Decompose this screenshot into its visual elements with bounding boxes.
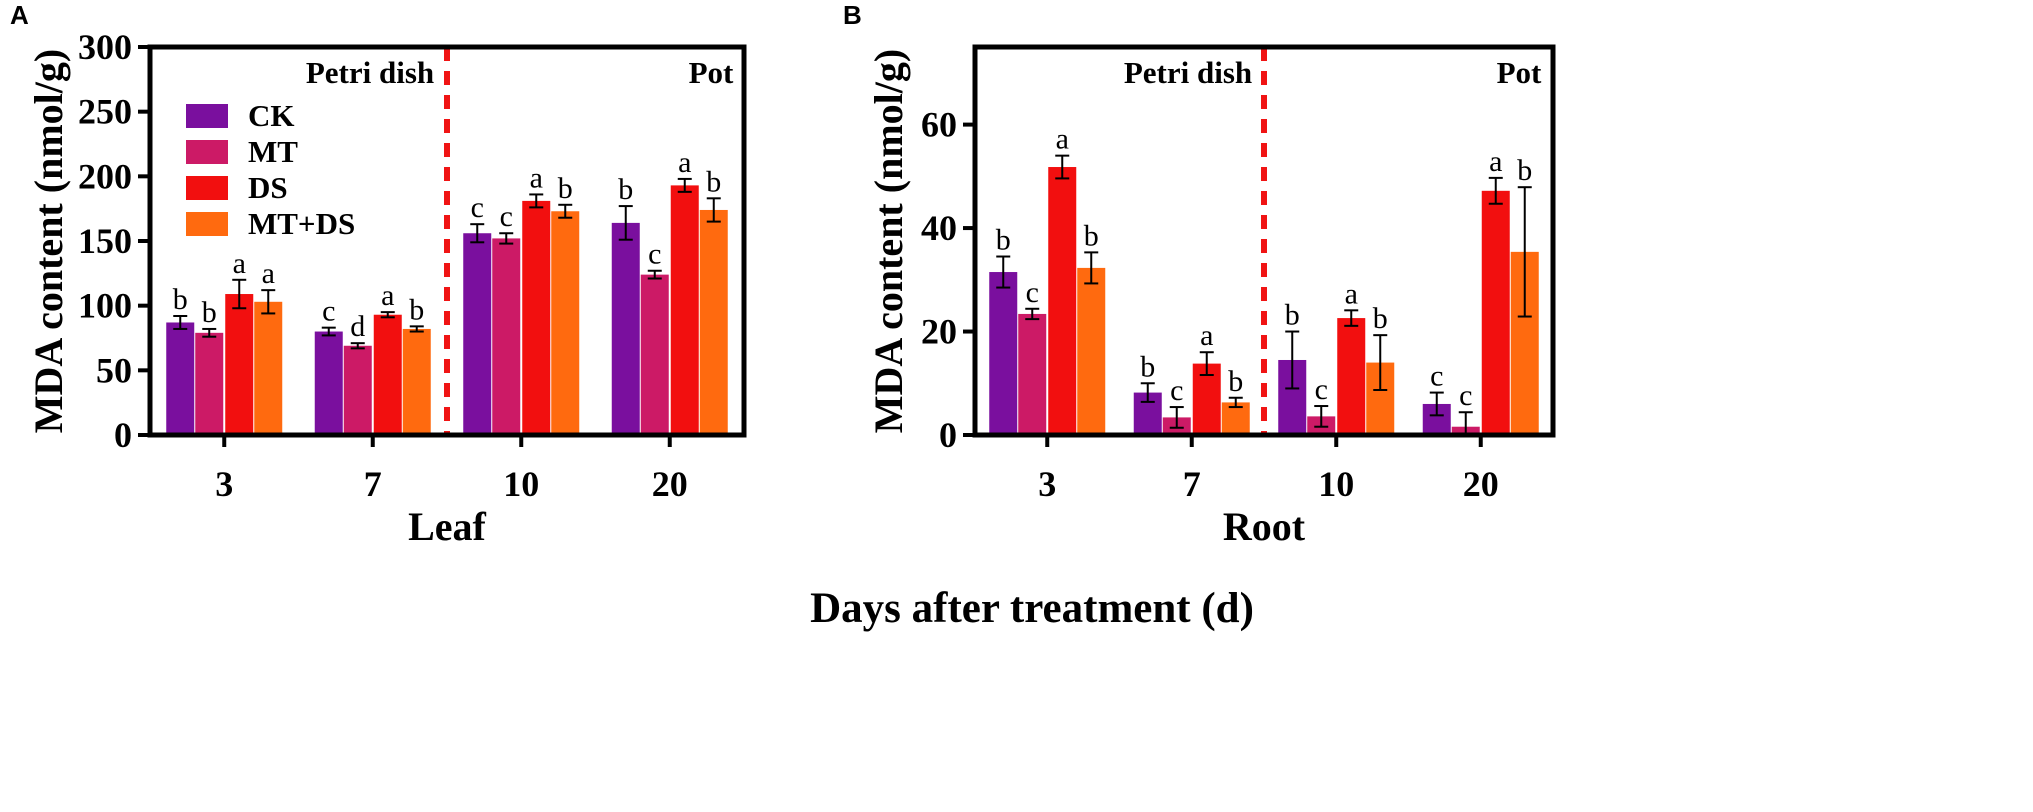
bar-ds-3	[225, 294, 254, 435]
significance-letter: a	[530, 161, 543, 194]
bar-mt-3	[195, 332, 224, 435]
x-tick-label: 10	[503, 464, 539, 504]
significance-letter: c	[1170, 374, 1183, 407]
significance-letter: b	[1373, 302, 1388, 335]
significance-letter: c	[1315, 373, 1328, 406]
region-label-petri-dish: Petri dish	[306, 55, 434, 90]
bar-ck-10	[463, 233, 492, 435]
legend-label-mt: MT	[248, 134, 298, 169]
legend-swatch-ds	[186, 176, 228, 200]
bar-ck-20	[611, 222, 640, 435]
significance-letter: b	[558, 172, 573, 205]
significance-letter: a	[1056, 123, 1069, 156]
significance-letter: b	[706, 165, 721, 198]
plot-frame	[147, 44, 747, 438]
region-label-pot: Pot	[689, 55, 734, 90]
bar-ck-3	[989, 272, 1018, 435]
bar-ds-10	[1337, 318, 1366, 435]
bar-mt-3	[1018, 313, 1047, 435]
panel-letter: A	[10, 0, 29, 30]
significance-letter: a	[678, 146, 691, 179]
bar-ds-20	[670, 185, 699, 435]
x-tick-label: 3	[1038, 464, 1056, 504]
x-tick-label: 3	[215, 464, 233, 504]
bar-mt-10	[492, 238, 521, 435]
y-tick-label: 300	[78, 27, 132, 67]
y-tick-label: 200	[78, 156, 132, 196]
panel-letter: B	[843, 0, 862, 30]
significance-letter: c	[1459, 379, 1472, 412]
y-tick-label: 60	[921, 105, 957, 145]
significance-letter: c	[322, 295, 335, 328]
significance-letter: c	[500, 200, 513, 233]
plot-frame	[972, 44, 1556, 438]
region-label-petri-dish: Petri dish	[1124, 55, 1252, 90]
bar-mt-ds-3	[1077, 267, 1106, 435]
significance-letter: a	[381, 279, 394, 312]
significance-letter: b	[618, 173, 633, 206]
significance-letter: b	[1084, 219, 1099, 252]
significance-letter: a	[233, 247, 246, 280]
x-axis-label: Root	[1223, 504, 1306, 549]
significance-letter: b	[1285, 299, 1300, 332]
bar-mt-20	[640, 274, 669, 435]
significance-letter: b	[409, 293, 424, 326]
significance-letter: a	[1489, 145, 1502, 178]
x-tick-label: 7	[364, 464, 382, 504]
significance-letter: c	[1430, 360, 1443, 393]
shared-x-axis-label: Days after treatment (d)	[810, 585, 1254, 632]
y-axis-label: MDA content (nmol/g)	[26, 49, 71, 433]
y-tick-label: 20	[921, 312, 957, 352]
region-label-pot: Pot	[1497, 55, 1542, 90]
bar-ds-7	[373, 314, 402, 435]
significance-letter: b	[1517, 154, 1532, 187]
bar-mt-ds-10	[551, 211, 580, 435]
y-axis-label: MDA content (nmol/g)	[866, 49, 911, 433]
significance-letter: a	[262, 257, 275, 290]
y-tick-label: 150	[78, 221, 132, 261]
significance-letter: b	[173, 283, 188, 316]
significance-letter: c	[648, 238, 661, 271]
x-tick-label: 20	[652, 464, 688, 504]
x-tick-label: 7	[1183, 464, 1201, 504]
significance-letter: b	[202, 296, 217, 329]
bar-ds-20	[1481, 190, 1510, 435]
legend-swatch-mt-ds	[186, 212, 228, 236]
y-tick-label: 40	[921, 208, 957, 248]
bar-ds-10	[522, 200, 551, 435]
legend-swatch-ck	[186, 104, 228, 128]
x-tick-label: 10	[1318, 464, 1354, 504]
bar-ck-3	[166, 322, 195, 435]
y-tick-label: 0	[939, 415, 957, 455]
significance-letter: a	[1200, 319, 1213, 352]
y-tick-label: 50	[96, 350, 132, 390]
bar-ck-7	[314, 331, 343, 435]
significance-letter: b	[996, 224, 1011, 257]
y-tick-label: 100	[78, 286, 132, 326]
significance-letter: c	[1026, 276, 1039, 309]
bar-mt-ds-7	[402, 328, 431, 435]
legend-swatch-mt	[186, 140, 228, 164]
significance-letter: c	[471, 191, 484, 224]
chart-panel-a: A MDA content (nmol/g) 0 50 100 150 200 250 300 b…	[10, 0, 747, 549]
bar-ds-3	[1048, 167, 1077, 435]
x-axis-label: Leaf	[408, 504, 486, 549]
bar-mt-ds-20	[699, 209, 728, 435]
bar-mt-ds-3	[254, 301, 283, 435]
significance-letter: d	[350, 310, 365, 343]
significance-letter: a	[1345, 277, 1358, 310]
significance-letter: b	[1228, 365, 1243, 398]
legend-label-mt-ds: MT+DS	[248, 206, 355, 241]
y-tick-label: 250	[78, 92, 132, 132]
legend-label-ck: CK	[248, 98, 295, 133]
x-tick-label: 20	[1463, 464, 1499, 504]
y-tick-label: 0	[114, 415, 132, 455]
legend-label-ds: DS	[248, 170, 288, 205]
bar-mt-7	[343, 345, 372, 435]
significance-letter: b	[1140, 350, 1155, 383]
